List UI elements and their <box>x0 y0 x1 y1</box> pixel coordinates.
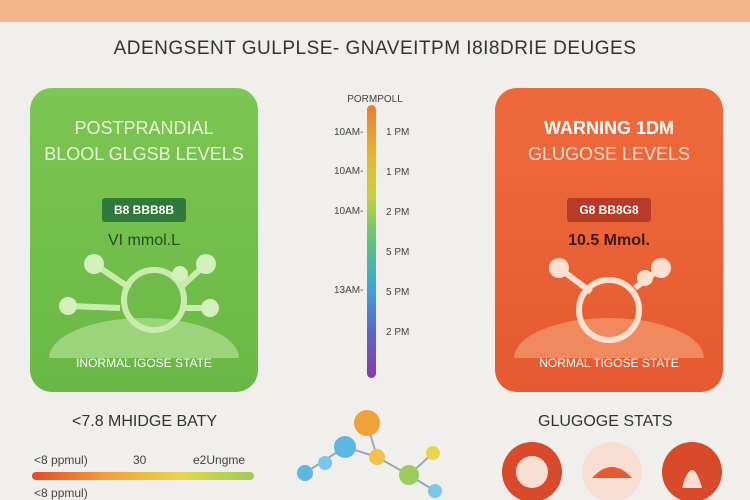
top-bar <box>0 0 750 22</box>
section-title: <7.8 MHIDGE BATY <box>72 413 218 430</box>
card-footer: INORMAL IGOSE STATE <box>76 356 212 370</box>
reading: 10.5 Mmol. <box>568 232 650 249</box>
time-label: 10AM- <box>334 206 364 217</box>
badge: G8 BB8G8 <box>567 198 651 222</box>
timeline-title: PORMPOLL <box>347 94 403 105</box>
scale-bar <box>32 472 254 480</box>
badge: B8 BBB8B <box>102 198 186 222</box>
stat-icons <box>502 442 722 500</box>
scale-label: 30 <box>133 453 147 467</box>
reading: VI mmol.L <box>107 232 180 249</box>
time-label: 10AM- <box>334 166 364 177</box>
molecule-icon <box>49 254 239 358</box>
time-label: 2 PM <box>386 327 410 338</box>
time-label: 5 PM <box>386 287 410 298</box>
molecule-icon <box>514 258 704 358</box>
card-subheading: BLOOL GLGSB LEVELS <box>44 144 244 164</box>
timeline-bar <box>367 105 376 378</box>
time-label: 1 PM <box>386 167 410 178</box>
time-label: 10AM- <box>334 127 364 138</box>
section-title: GLUGOGE STATS <box>538 413 673 430</box>
time-label: 13AM- <box>334 285 364 296</box>
card-footer: NORMAL TIGOSE STATE <box>539 356 679 370</box>
scale-label: <8 ppmul) <box>34 453 88 467</box>
card-subheading: GLUGOSE LEVELS <box>527 144 691 164</box>
molecule-graphic <box>297 410 442 498</box>
left-card: POSTPRANDIAL BLOOL GLGSB LEVELS B8 BBB8B… <box>30 88 258 392</box>
scale-label: <8 ppmul) <box>34 486 88 500</box>
card-heading: POSTPRANDIAL <box>74 118 214 138</box>
time-label: 5 PM <box>386 247 410 258</box>
right-card: WARNING 1DM GLUGOSE LEVELS G8 BB8G8 10.5… <box>495 88 723 392</box>
time-label: 2 PM <box>386 207 410 218</box>
scale-label: e2Ungme <box>193 453 246 467</box>
title: ADENGSENT GULPLSE- GNAVEITPM I8I8DRIE DE… <box>113 38 637 59</box>
time-label: 1 PM <box>386 127 410 138</box>
card-heading: WARNING 1DM <box>544 118 674 138</box>
